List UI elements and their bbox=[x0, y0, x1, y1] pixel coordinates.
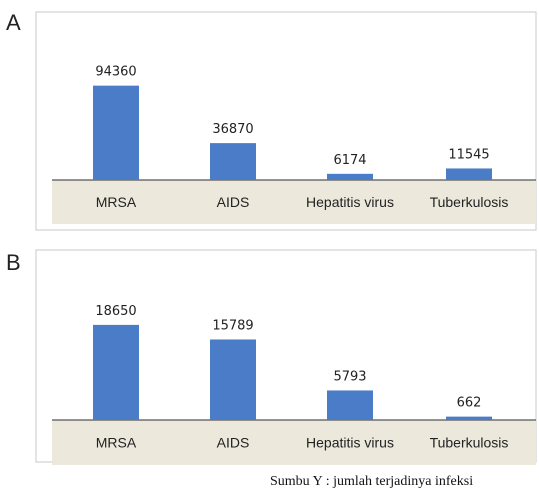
chart-a: 94360 MRSA 36870 AIDS 6174 Hepatitis virus 115… bbox=[35, 11, 537, 231]
chart-b-bar-2 bbox=[210, 339, 256, 420]
chart-a-bar-1 bbox=[93, 85, 139, 180]
chart-a-category-label-1: MRSA bbox=[96, 194, 137, 210]
chart-a-category-label-3: Hepatitis virus bbox=[306, 194, 394, 210]
chart-a-data-label-4: 11545 bbox=[448, 147, 489, 162]
chart-b: 18650 MRSA 15789 AIDS 5793 Hepatitis virus 662… bbox=[35, 249, 537, 465]
chart-b-category-label-2: AIDS bbox=[217, 435, 250, 451]
chart-b-bar-3 bbox=[327, 390, 373, 420]
chart-a-data-label-1: 94360 bbox=[95, 65, 136, 80]
chart-a-data-label-3: 6174 bbox=[333, 153, 366, 168]
chart-a-data-label-2: 36870 bbox=[212, 122, 253, 137]
chart-b-bar-1 bbox=[93, 324, 139, 420]
panel-a-letter: A bbox=[6, 10, 21, 35]
chart-b-data-label-2: 15789 bbox=[212, 318, 253, 333]
chart-b-category-label-4: Tuberkulosis bbox=[430, 435, 509, 451]
chart-a-frame bbox=[35, 11, 537, 231]
chart-a-category-label-2: AIDS bbox=[217, 194, 250, 210]
chart-b-data-label-3: 5793 bbox=[333, 369, 366, 384]
panel-b-letter: B bbox=[6, 250, 21, 275]
y-axis-caption: Sumbu Y : jumlah terjadinya infeksi bbox=[270, 474, 474, 489]
chart-a-bar-4 bbox=[446, 168, 492, 180]
chart-a-category-label-4: Tuberkulosis bbox=[430, 194, 509, 210]
chart-a-bar-2 bbox=[210, 143, 256, 180]
chart-b-bar-4 bbox=[446, 416, 492, 420]
chart-a-bar-3 bbox=[327, 173, 373, 180]
chart-b-category-label-3: Hepatitis virus bbox=[306, 435, 394, 451]
chart-b-data-label-4: 662 bbox=[457, 396, 482, 411]
chart-a-category-band bbox=[52, 180, 536, 224]
chart-b-category-label-1: MRSA bbox=[96, 435, 137, 451]
chart-b-data-label-1: 18650 bbox=[95, 304, 136, 319]
chart-b-category-band bbox=[52, 420, 536, 465]
